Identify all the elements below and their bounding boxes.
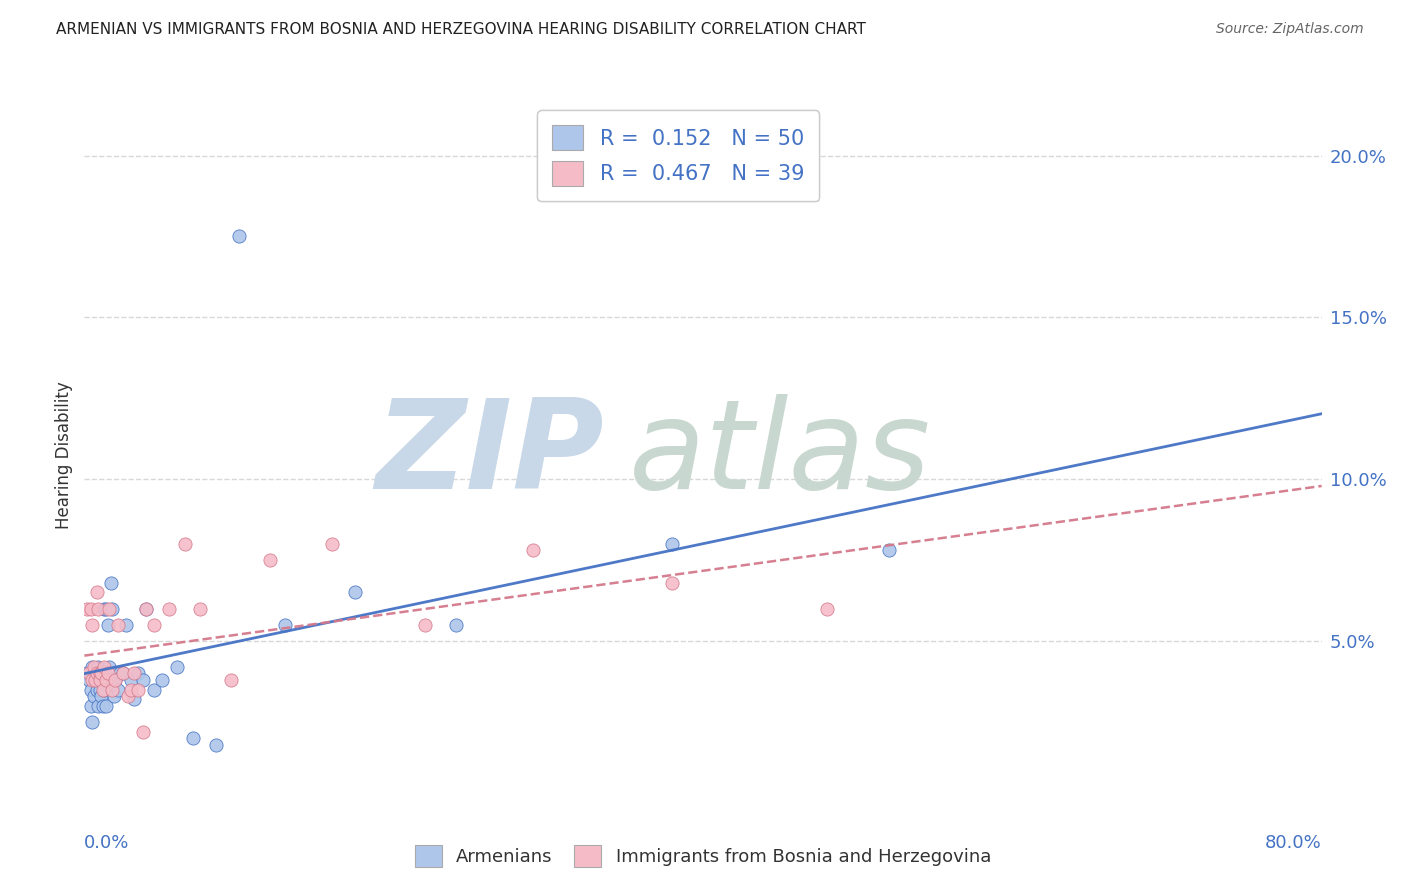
- Point: [94, 601, 117, 615]
- Point: [122, 666, 145, 681]
- Point: [108, 666, 131, 681]
- Point: [159, 601, 181, 615]
- Point: [107, 682, 129, 697]
- Point: [89, 682, 111, 697]
- Point: [91, 682, 114, 697]
- Y-axis label: Hearing Disability: Hearing Disability: [55, 381, 73, 529]
- Point: [122, 692, 145, 706]
- Point: [76, 601, 98, 615]
- Point: [94, 698, 117, 713]
- Point: [93, 601, 115, 615]
- Point: [661, 575, 683, 590]
- Point: [877, 543, 900, 558]
- Point: [89, 673, 111, 687]
- Text: Source: ZipAtlas.com: Source: ZipAtlas.com: [1216, 22, 1364, 37]
- Point: [120, 673, 142, 687]
- Point: [82, 617, 104, 632]
- Point: [344, 585, 367, 599]
- Point: [97, 617, 120, 632]
- Point: [101, 682, 124, 697]
- Point: [89, 673, 111, 687]
- Point: [132, 673, 155, 687]
- Point: [97, 666, 120, 681]
- Point: [128, 666, 150, 681]
- Point: [77, 673, 100, 687]
- Point: [115, 617, 138, 632]
- Point: [91, 698, 114, 713]
- Point: [79, 682, 101, 697]
- Point: [174, 537, 197, 551]
- Point: [135, 601, 157, 615]
- Point: [76, 666, 98, 681]
- Point: [143, 617, 166, 632]
- Point: [132, 724, 155, 739]
- Text: ZIP: ZIP: [375, 394, 605, 516]
- Point: [86, 673, 108, 687]
- Point: [79, 698, 101, 713]
- Point: [143, 682, 166, 697]
- Point: [93, 682, 115, 697]
- Legend: R =  0.152   N = 50, R =  0.467   N = 39: R = 0.152 N = 50, R = 0.467 N = 39: [537, 111, 820, 201]
- Legend: Armenians, Immigrants from Bosnia and Herzegovina: Armenians, Immigrants from Bosnia and He…: [408, 838, 998, 874]
- Point: [90, 666, 112, 681]
- Point: [117, 689, 139, 703]
- Point: [259, 553, 281, 567]
- Point: [150, 673, 173, 687]
- Point: [77, 666, 100, 681]
- Text: 80.0%: 80.0%: [1265, 834, 1322, 852]
- Point: [84, 666, 107, 681]
- Point: [815, 601, 838, 615]
- Point: [86, 666, 108, 681]
- Point: [84, 673, 107, 687]
- Point: [89, 666, 111, 681]
- Point: [101, 601, 124, 615]
- Point: [135, 601, 157, 615]
- Point: [90, 666, 112, 681]
- Point: [84, 673, 107, 687]
- Point: [100, 575, 122, 590]
- Point: [104, 673, 127, 687]
- Point: [83, 689, 105, 703]
- Point: [128, 682, 150, 697]
- Point: [444, 617, 467, 632]
- Point: [94, 673, 117, 687]
- Point: [522, 543, 544, 558]
- Point: [321, 537, 343, 551]
- Point: [83, 660, 105, 674]
- Point: [91, 673, 114, 687]
- Text: 0.0%: 0.0%: [84, 834, 129, 852]
- Point: [87, 660, 110, 674]
- Point: [90, 689, 112, 703]
- Point: [104, 673, 127, 687]
- Text: ARMENIAN VS IMMIGRANTS FROM BOSNIA AND HERZEGOVINA HEARING DISABILITY CORRELATIO: ARMENIAN VS IMMIGRANTS FROM BOSNIA AND H…: [56, 22, 866, 37]
- Point: [82, 660, 104, 674]
- Point: [120, 682, 142, 697]
- Point: [112, 666, 135, 681]
- Point: [274, 617, 297, 632]
- Point: [98, 660, 121, 674]
- Point: [112, 666, 135, 681]
- Point: [221, 673, 243, 687]
- Point: [83, 666, 105, 681]
- Point: [86, 682, 108, 697]
- Point: [98, 601, 121, 615]
- Point: [107, 617, 129, 632]
- Point: [82, 714, 104, 729]
- Text: atlas: atlas: [628, 394, 931, 516]
- Point: [82, 673, 104, 687]
- Point: [205, 738, 228, 752]
- Point: [93, 660, 115, 674]
- Point: [228, 229, 250, 244]
- Point: [413, 617, 436, 632]
- Point: [166, 660, 188, 674]
- Point: [181, 731, 204, 745]
- Point: [87, 601, 110, 615]
- Point: [86, 585, 108, 599]
- Point: [79, 601, 101, 615]
- Point: [188, 601, 212, 615]
- Point: [87, 698, 110, 713]
- Point: [103, 689, 125, 703]
- Point: [661, 537, 683, 551]
